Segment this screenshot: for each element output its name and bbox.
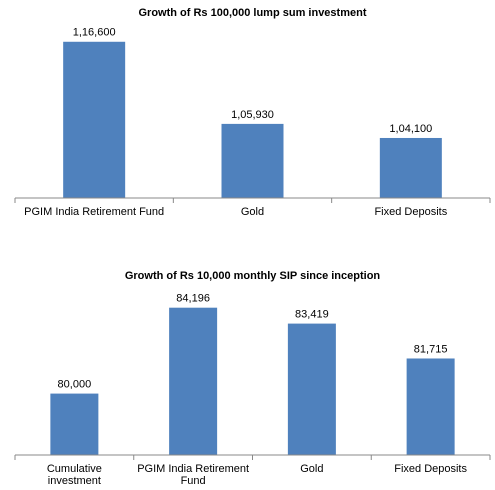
x-tick-label: Fixed Deposits bbox=[374, 206, 448, 218]
x-tick-label: Cumulative investment bbox=[46, 463, 102, 487]
bar bbox=[287, 323, 336, 455]
bar bbox=[169, 307, 218, 455]
value-label: 1,05,930 bbox=[231, 109, 274, 121]
bar bbox=[50, 393, 99, 455]
x-tick-label: Fixed Deposits bbox=[394, 463, 467, 475]
value-label: 1,04,100 bbox=[389, 123, 432, 135]
value-label: 80,000 bbox=[58, 378, 92, 390]
x-tick-label: Gold bbox=[240, 206, 265, 218]
x-tick-label: PGIM India Retirement Fund bbox=[137, 463, 250, 487]
chart-title: Growth of Rs 10,000 monthly SIP since in… bbox=[125, 270, 381, 282]
chart-title: Growth of Rs 100,000 lump sum investment bbox=[138, 7, 366, 19]
value-label: 81,715 bbox=[414, 343, 448, 355]
bar bbox=[406, 358, 455, 455]
value-label: 84,196 bbox=[176, 293, 210, 305]
bar bbox=[379, 137, 442, 198]
value-label: 1,16,600 bbox=[73, 27, 116, 39]
value-label: 83,419 bbox=[295, 309, 329, 321]
bar bbox=[63, 41, 126, 198]
bar bbox=[221, 123, 284, 198]
x-tick-label: Gold bbox=[300, 463, 324, 475]
x-tick-label: PGIM India Retirement Fund bbox=[24, 206, 165, 218]
